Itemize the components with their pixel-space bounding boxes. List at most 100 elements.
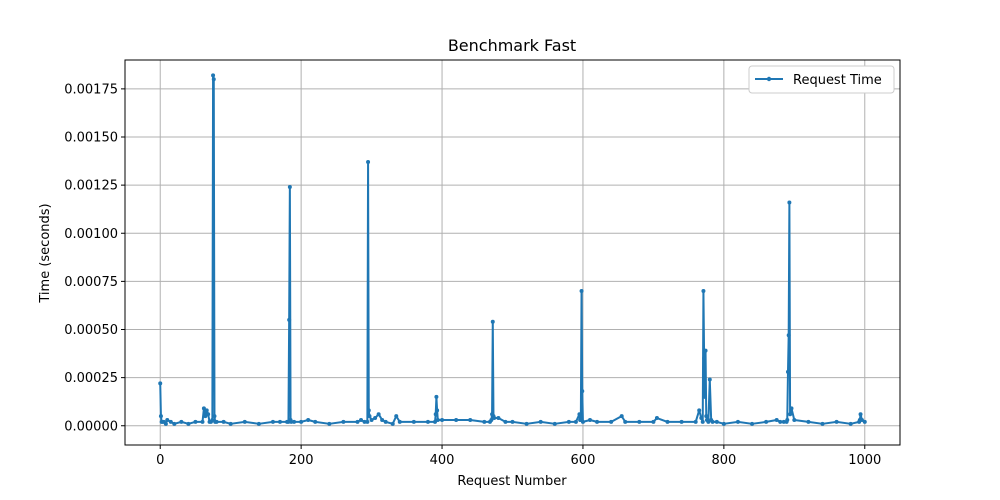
- y-tick-label: 0.00175: [64, 82, 118, 97]
- data-point: [362, 419, 367, 424]
- data-point: [193, 419, 198, 424]
- data-point: [482, 419, 487, 424]
- data-point: [278, 419, 282, 424]
- data-point: [580, 419, 585, 424]
- data-point: [206, 412, 211, 417]
- chart-title: Benchmark Fast: [448, 36, 576, 55]
- data-point: [200, 419, 205, 424]
- data-point: [359, 417, 364, 422]
- data-point: [366, 160, 371, 165]
- data-point: [580, 389, 585, 394]
- data-point: [256, 421, 261, 426]
- data-point: [204, 408, 209, 413]
- data-point: [489, 417, 494, 422]
- data-point: [490, 319, 495, 324]
- data-point: [588, 417, 592, 422]
- x-tick-label: 0: [156, 453, 164, 468]
- data-point: [786, 333, 791, 338]
- data-point: [212, 414, 217, 419]
- data-point: [750, 421, 755, 426]
- grid: [125, 60, 900, 445]
- data-point: [435, 408, 440, 413]
- data-point: [397, 419, 402, 424]
- data-point: [367, 414, 372, 419]
- data-point: [538, 419, 543, 424]
- data-point: [306, 417, 311, 422]
- data-point: [289, 419, 294, 424]
- data-point: [785, 417, 790, 422]
- data-point: [787, 200, 792, 205]
- data-point: [434, 394, 439, 399]
- data-point: [735, 419, 740, 424]
- data-point: [158, 381, 163, 386]
- data-point: [700, 419, 705, 424]
- data-point: [710, 419, 715, 424]
- y-axis-label: Time (seconds): [38, 203, 53, 303]
- y-tick-label: 0.00025: [64, 371, 118, 386]
- data-point: [158, 414, 163, 419]
- data-point: [579, 289, 584, 293]
- data-point: [609, 419, 614, 424]
- data-point: [299, 419, 304, 424]
- x-axis-label: Request Number: [457, 474, 567, 489]
- data-point: [496, 416, 501, 421]
- data-point: [179, 419, 184, 424]
- data-point: [703, 348, 708, 353]
- data-point: [433, 412, 438, 417]
- data-point: [637, 419, 642, 424]
- data-point: [858, 412, 863, 417]
- data-point: [781, 419, 786, 424]
- data-point: [619, 414, 624, 419]
- data-point: [440, 417, 445, 422]
- data-point: [366, 408, 371, 413]
- y-tick-label: 0.00050: [64, 323, 118, 338]
- data-point: [425, 419, 430, 424]
- data-point: [788, 412, 793, 417]
- data-point: [390, 421, 395, 426]
- data-point: [292, 419, 297, 424]
- data-point: [186, 421, 191, 426]
- data-point: [503, 419, 508, 424]
- data-point: [577, 412, 582, 417]
- data-point: [383, 419, 388, 424]
- data-point: [704, 414, 709, 419]
- data-point: [168, 419, 173, 424]
- data-point: [221, 419, 226, 424]
- x-tick-label: 400: [430, 453, 455, 468]
- data-point: [468, 417, 473, 422]
- data-point: [862, 419, 867, 424]
- legend-marker-swatch: [766, 76, 772, 82]
- data-point: [820, 421, 825, 426]
- data-point: [341, 419, 346, 424]
- data-point: [210, 417, 215, 422]
- data-point: [651, 419, 656, 424]
- legend: Request Time: [748, 65, 895, 94]
- data-point: [270, 419, 275, 424]
- data-point: [778, 419, 783, 424]
- data-point: [785, 369, 790, 374]
- y-tick-label: 0.00150: [64, 131, 118, 146]
- data-point: [327, 421, 332, 426]
- data-point: [721, 421, 726, 426]
- x-tick-label: 600: [571, 453, 596, 468]
- ticks: 0 200 400 600 800 1000 0.00000 0.00025 0.00050 0.…: [64, 82, 881, 468]
- data-point: [702, 394, 707, 399]
- data-point: [665, 419, 670, 424]
- data-point: [287, 317, 292, 322]
- data-point: [552, 421, 557, 426]
- data-point: [707, 377, 712, 382]
- data-point: [702, 356, 707, 361]
- data-point: [774, 417, 779, 422]
- legend-box: [748, 65, 895, 94]
- data-point: [203, 414, 208, 419]
- y-tick-label: 0.00125: [64, 179, 118, 194]
- data-point: [355, 419, 360, 424]
- data-point: [214, 419, 219, 424]
- data-point: [595, 419, 600, 424]
- data-point: [706, 419, 711, 424]
- data-point: [211, 73, 216, 78]
- data-point: [163, 421, 168, 426]
- x-tick-label: 200: [289, 453, 314, 468]
- x-tick-label: 800: [711, 453, 736, 468]
